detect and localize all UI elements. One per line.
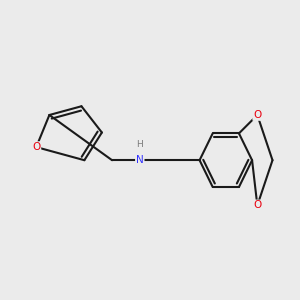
Text: N: N bbox=[136, 155, 144, 165]
Text: H: H bbox=[136, 140, 143, 149]
Text: O: O bbox=[253, 200, 262, 210]
Text: O: O bbox=[32, 142, 41, 152]
Text: O: O bbox=[253, 110, 262, 120]
